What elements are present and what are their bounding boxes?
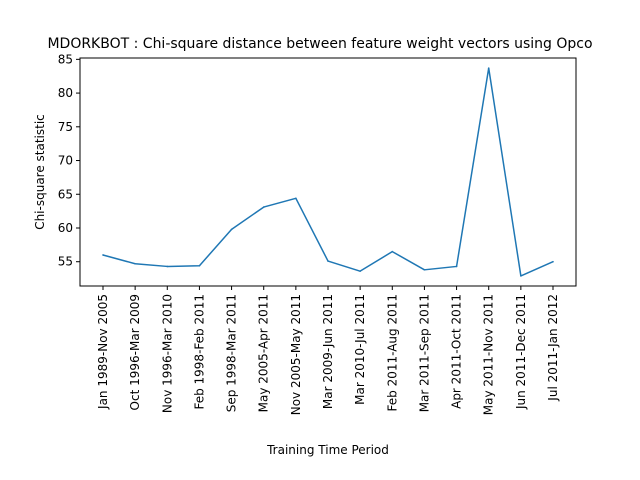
plot-area [80, 58, 576, 286]
x-tick-label: Nov 2005-May 2011 [289, 294, 303, 415]
y-tick-label: 55 [58, 255, 73, 269]
data-point [231, 229, 233, 231]
y-axis-label: Chi-square statistic [33, 114, 47, 230]
y-tick-label: 60 [58, 221, 73, 235]
data-point [134, 263, 136, 265]
x-tick-label: Oct 1996-Mar 2009 [128, 294, 142, 410]
data-point [488, 67, 490, 69]
series-layer [102, 67, 554, 276]
data-point [359, 270, 361, 272]
y-tick-label: 70 [58, 154, 73, 168]
data-point [295, 198, 297, 200]
data-point [199, 265, 201, 267]
y-axis: 55 60 65 70 75 80 85 [58, 52, 80, 268]
x-tick-label: Mar 2011-Sep 2011 [417, 294, 431, 412]
x-tick-label: Feb 1998-Feb 2011 [192, 294, 206, 410]
y-tick-label: 65 [58, 187, 73, 201]
data-point [327, 260, 329, 262]
x-tick-label: Sep 1998-Mar 2011 [225, 294, 239, 412]
data-point [263, 206, 265, 208]
x-axis: Jan 1989-Nov 2005 Oct 1996-Mar 2009 Nov 19… [96, 286, 560, 415]
y-tick-label: 75 [58, 120, 73, 134]
x-tick-label: Jan 1989-Nov 2005 [96, 294, 110, 410]
x-tick-label: Nov 1996-Mar 2010 [160, 294, 174, 413]
x-tick-label: May 2005-Apr 2011 [257, 294, 271, 412]
data-point [166, 266, 168, 268]
chart-title: MDORKBOT : Chi-square distance between f… [47, 36, 592, 52]
y-tick-label: 80 [58, 86, 73, 100]
data-point [456, 266, 458, 268]
data-point [102, 254, 104, 256]
x-tick-label: Mar 2010-Jul 2011 [353, 294, 367, 405]
data-point [552, 261, 554, 263]
x-tick-label: Feb 2011-Aug 2011 [385, 294, 399, 411]
x-axis-label: Training Time Period [266, 443, 389, 457]
data-point [520, 275, 522, 277]
y-tick-label: 85 [58, 52, 73, 66]
x-tick-label: Jul 2011-Jan 2012 [546, 294, 560, 402]
data-point [391, 251, 393, 253]
x-tick-label: Apr 2011-Oct 2011 [450, 294, 464, 409]
x-tick-label: Mar 2009-Jun 2011 [321, 294, 335, 409]
series-line-0 [103, 68, 553, 276]
x-tick-label: Jun 2011-Dec 2011 [514, 294, 528, 410]
data-point [424, 269, 426, 271]
x-tick-label: May 2011-Nov 2011 [482, 294, 496, 415]
